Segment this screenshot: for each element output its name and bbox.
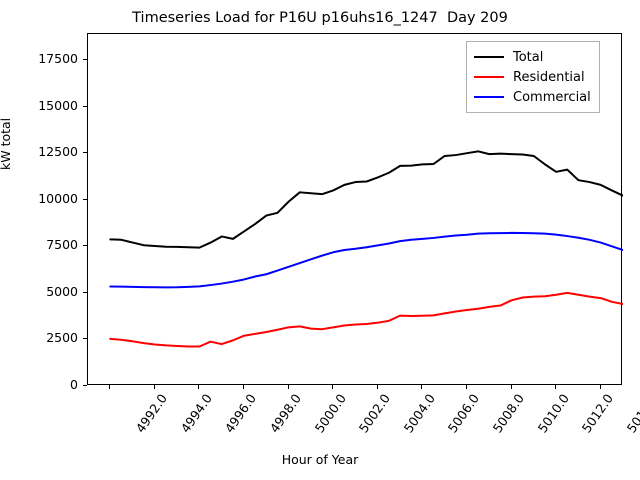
legend-swatch-total <box>474 56 504 58</box>
x-tick-label: 5004.0 <box>400 391 438 436</box>
legend-label-residential: Residential <box>513 69 585 85</box>
series-line-commercial <box>109 231 623 289</box>
y-tick-label: 10000 <box>38 190 78 206</box>
y-tick-label: 12500 <box>38 144 78 160</box>
x-tick-mark <box>198 385 200 389</box>
x-tick-mark <box>109 385 111 389</box>
y-tick-mark <box>83 291 87 293</box>
series-canvas <box>109 150 623 348</box>
x-tick-label: 5000.0 <box>311 391 349 436</box>
y-tick-label: 5000 <box>46 283 78 299</box>
y-tick-mark <box>83 198 87 200</box>
x-tick-label: 4998.0 <box>266 391 305 436</box>
legend-swatch-residential <box>474 76 504 78</box>
y-tick-label: 0 <box>70 377 78 392</box>
x-tick-label: 5008.0 <box>489 391 527 436</box>
chart-title: Timeseries Load for P16U p16uhs16_1247 D… <box>132 10 508 26</box>
x-tick-label: 4994.0 <box>177 391 215 436</box>
legend-swatch-commercial <box>474 96 504 98</box>
legend-item: Residential <box>474 67 591 87</box>
x-tick-mark <box>332 385 334 389</box>
x-tick-mark <box>287 385 289 389</box>
y-tick-mark <box>83 152 87 154</box>
y-tick-label: 2500 <box>46 330 78 346</box>
y-tick-mark <box>83 245 87 247</box>
legend-item: Total <box>474 47 591 67</box>
x-tick-label: 5006.0 <box>445 391 483 436</box>
x-tick-mark <box>465 385 467 389</box>
x-tick-mark <box>243 385 245 389</box>
x-tick-mark <box>153 385 155 389</box>
y-tick-mark <box>83 59 87 61</box>
x-tick-mark <box>421 385 423 389</box>
x-tick-mark <box>555 385 557 389</box>
x-tick-label: 4992.0 <box>132 391 171 436</box>
series-line-total <box>109 150 623 249</box>
y-tick-label: 7500 <box>46 237 78 253</box>
legend: Total Residential Commercial <box>466 41 600 113</box>
y-tick-label: 17500 <box>38 51 78 67</box>
x-axis-label: Hour of Year <box>281 452 359 467</box>
x-tick-label: 5012.0 <box>578 391 617 436</box>
x-tick-label: 5002.0 <box>355 391 394 436</box>
x-tick-label: 4996.0 <box>222 391 260 436</box>
x-tick-label: 5014.0 <box>623 391 640 436</box>
x-tick-label: 5010.0 <box>534 391 572 436</box>
legend-item: Commercial <box>474 87 591 107</box>
x-tick-mark <box>376 385 378 389</box>
y-tick-mark <box>83 105 87 107</box>
y-tick-label: 15000 <box>38 97 78 113</box>
series-line-residential <box>109 291 623 348</box>
legend-label-total: Total <box>513 49 544 65</box>
x-tick-mark <box>510 385 512 389</box>
legend-label-commercial: Commercial <box>513 89 591 105</box>
y-tick-mark <box>83 338 87 340</box>
x-tick-mark <box>599 385 601 389</box>
y-tick-mark <box>83 385 87 386</box>
